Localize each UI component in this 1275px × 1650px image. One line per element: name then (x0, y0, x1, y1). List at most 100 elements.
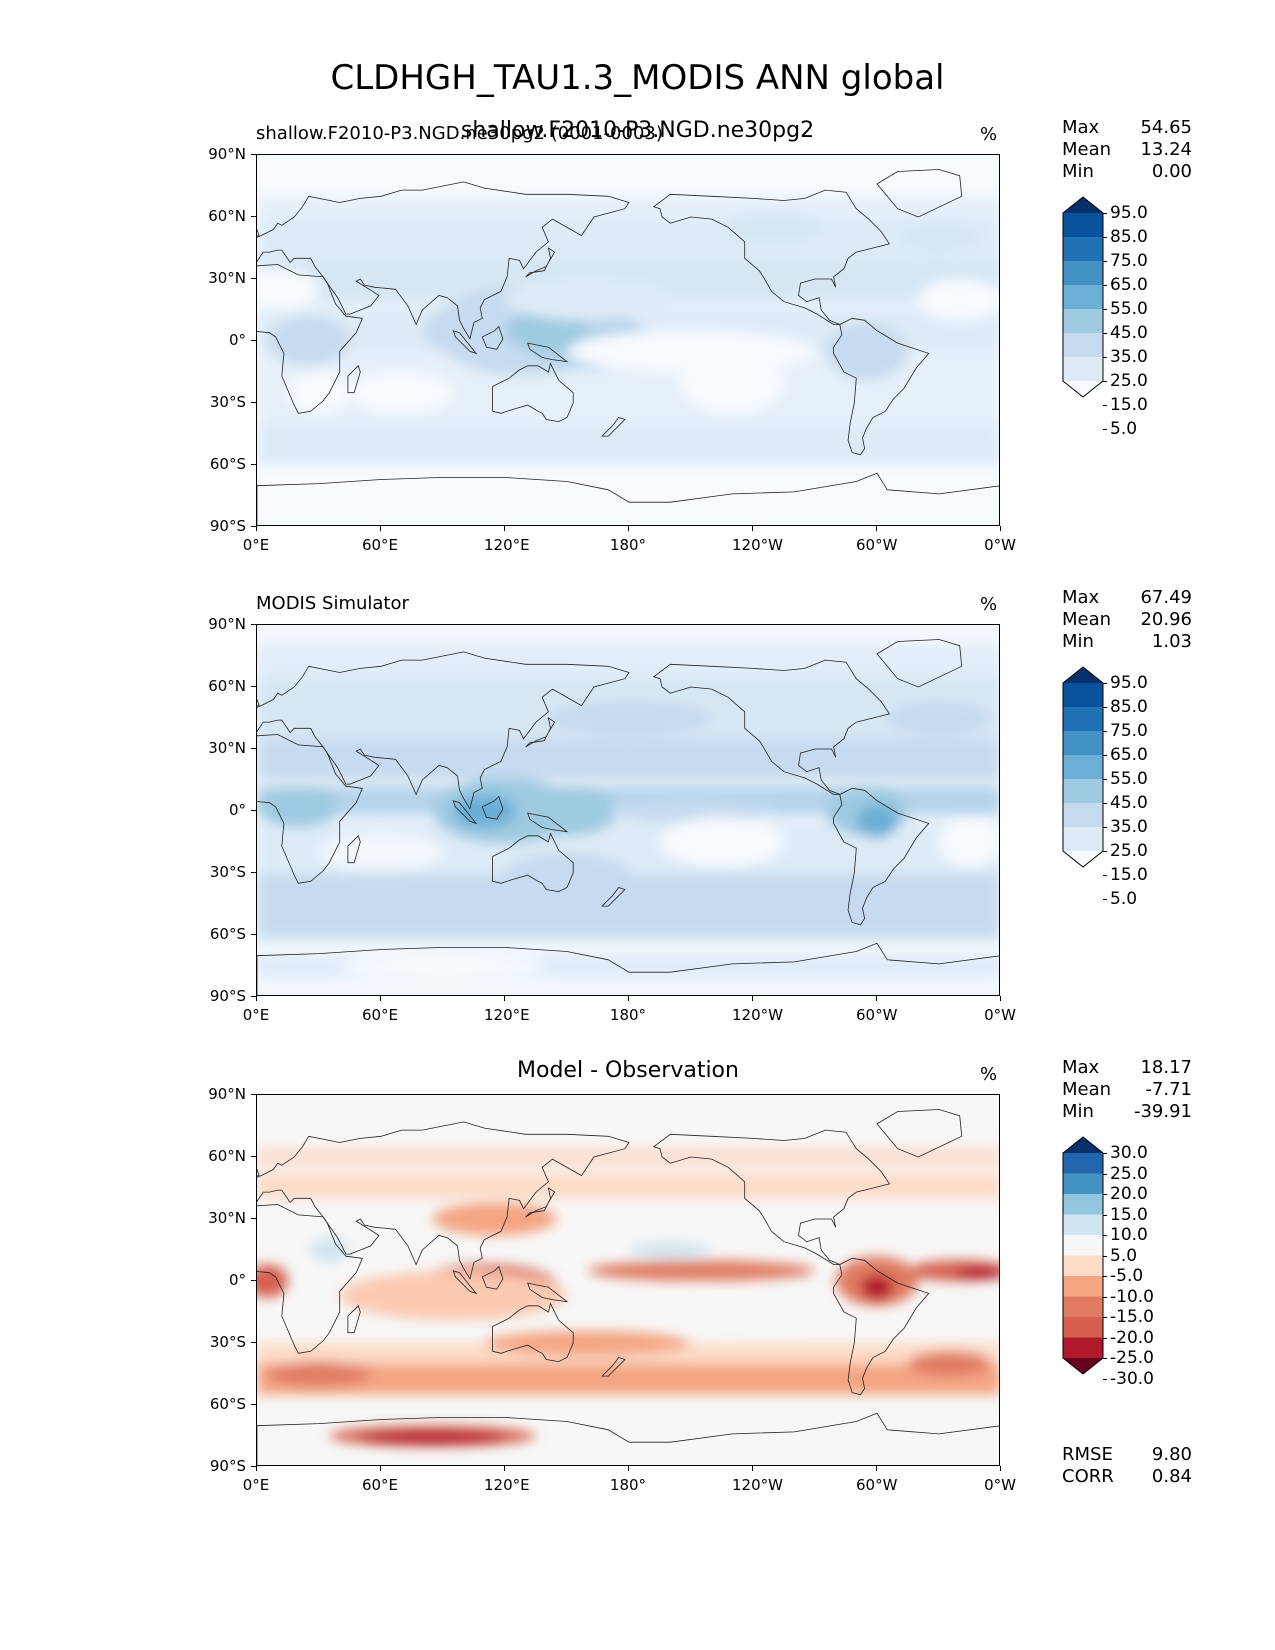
figure-title: CLDHGH_TAU1.3_MODIS ANN global (330, 58, 945, 98)
colorbar-extend-bottom (1063, 851, 1103, 867)
stats-min: Min -39.91 (1062, 1101, 1192, 1122)
colorbar-tick-mark (1103, 261, 1107, 262)
stats-max: Max 67.49 (1062, 587, 1192, 608)
colorbar-tick-mark (1103, 875, 1107, 876)
colorbar-swatch (1063, 309, 1103, 334)
colorbar-swatch (1063, 707, 1103, 732)
field-contour (505, 279, 671, 321)
colorbar-extend-top (1063, 667, 1103, 683)
x-tick-label: 60°W (856, 536, 898, 554)
field-contour (308, 1237, 350, 1263)
colorbar-tick-label: 45.0 (1110, 793, 1148, 813)
field-contour (856, 804, 898, 838)
x-tick-mark (379, 1466, 381, 1471)
colorbar-tick-label: 15.0 (1110, 865, 1148, 885)
stats-mean: Mean -7.71 (1062, 1079, 1192, 1100)
coastline-newZealand (601, 1357, 626, 1377)
coastline-sumatra (452, 800, 478, 825)
colorbar-tick-label: 85.0 (1110, 227, 1148, 247)
field-contour (350, 372, 454, 414)
x-tick-label: 60°E (361, 1476, 399, 1494)
coastline-sumatra (452, 1270, 478, 1295)
colorbar-tick-mark (1103, 1317, 1107, 1318)
x-tick-label: 60°W (856, 1476, 898, 1494)
y-tick-label: 30°N (208, 739, 246, 757)
field-contour (680, 351, 784, 414)
colorbar-swatch (1063, 333, 1103, 358)
field-contour (860, 1274, 894, 1300)
colorbar-tick-mark (1103, 381, 1107, 382)
y-tick-mark (251, 623, 256, 625)
y-tick-label: 0° (228, 331, 246, 349)
y-tick-label: 90°N (208, 1085, 246, 1103)
colorbar-tick-mark (1103, 1358, 1107, 1359)
colorbar-tick-label: 15.0 (1110, 395, 1148, 415)
colorbar-tick-label: 75.0 (1110, 721, 1148, 741)
y-tick-label: 60°N (208, 677, 246, 695)
field-contour (918, 279, 999, 321)
colorbar-tick-mark (1103, 1214, 1107, 1216)
colorbar-swatch (1063, 1153, 1103, 1174)
y-tick-mark (251, 871, 256, 873)
colorbar-tick-mark (1103, 1276, 1107, 1277)
colorbar-swatch (1063, 683, 1103, 708)
colorbar-tick-mark (1103, 357, 1107, 358)
x-tick-label: 60°W (856, 1006, 898, 1024)
coastline-greenland (876, 169, 963, 218)
field-contour (608, 798, 774, 824)
colorbar-tick-label: 15.0 (1110, 1204, 1148, 1225)
colorbar-tick-mark (1103, 237, 1107, 238)
colorbar-tick-mark (1103, 779, 1107, 780)
colorbar-tick-label: 85.0 (1110, 697, 1148, 717)
coastline-japan (525, 1187, 556, 1218)
colorbar-graphic (1062, 196, 1104, 398)
y-tick-label: 90°N (208, 145, 246, 163)
colorbar-tick-label: 20.0 (1110, 1184, 1148, 1204)
field-contour (422, 305, 505, 356)
field-contour (629, 1241, 712, 1259)
colorbar-tick-mark (1103, 285, 1107, 286)
field-band (257, 738, 999, 780)
x-tick-mark (875, 526, 877, 531)
colorbar-tick-label: 5.0 (1110, 1245, 1138, 1266)
x-tick-label: 120°W (732, 1476, 783, 1494)
colorbar-tick-mark (1103, 1173, 1107, 1175)
field-contour (722, 210, 826, 244)
colorbar-extend-bottom (1063, 381, 1103, 397)
y-tick-label: 60°S (209, 455, 246, 473)
colorbar-tick-label: -15.0 (1110, 1307, 1154, 1327)
colorbar-swatch (1063, 1194, 1103, 1215)
coastline-newZealand (601, 417, 626, 437)
coastline-japan (525, 717, 556, 748)
y-tick-label: 30°S (209, 863, 246, 881)
field-band (257, 1146, 999, 1168)
x-tick-label: 60°E (361, 536, 399, 554)
x-tick-mark (627, 1466, 629, 1471)
field-band (257, 645, 999, 677)
y-tick-label: 90°S (209, 1457, 246, 1475)
y-tick-mark (251, 463, 256, 465)
x-tick-label: 120°W (732, 536, 783, 554)
colorbar-tick-label: 95.0 (1110, 673, 1148, 693)
colorbar-swatch (1063, 213, 1103, 238)
colorbar-tick-mark (1103, 1378, 1107, 1380)
colorbar-tick-mark (1103, 683, 1107, 684)
x-tick-mark (503, 1466, 505, 1471)
colorbar-tick-mark (1103, 1235, 1107, 1236)
x-tick-label: 180° (609, 536, 647, 554)
colorbar-tick-label: 25.0 (1110, 371, 1148, 391)
field-band (257, 423, 999, 465)
field-contour (257, 786, 340, 828)
panel-subtitle-left: shallow.F2010-P3.NGD.ne30pg2 (0001-0003) (256, 123, 663, 144)
field-contour (908, 1351, 991, 1377)
field-contour (587, 1260, 815, 1281)
colorbar-tick-label: -20.0 (1110, 1327, 1154, 1348)
y-tick-mark (251, 933, 256, 935)
field-contour (432, 1202, 557, 1236)
coastline-borneo (481, 795, 504, 820)
colorbar-swatch (1063, 357, 1103, 382)
colorbar-tick-mark (1103, 333, 1107, 334)
y-tick-label: 90°S (209, 517, 246, 535)
panel-units: % (980, 1064, 998, 1085)
coastline-borneo (481, 325, 504, 350)
